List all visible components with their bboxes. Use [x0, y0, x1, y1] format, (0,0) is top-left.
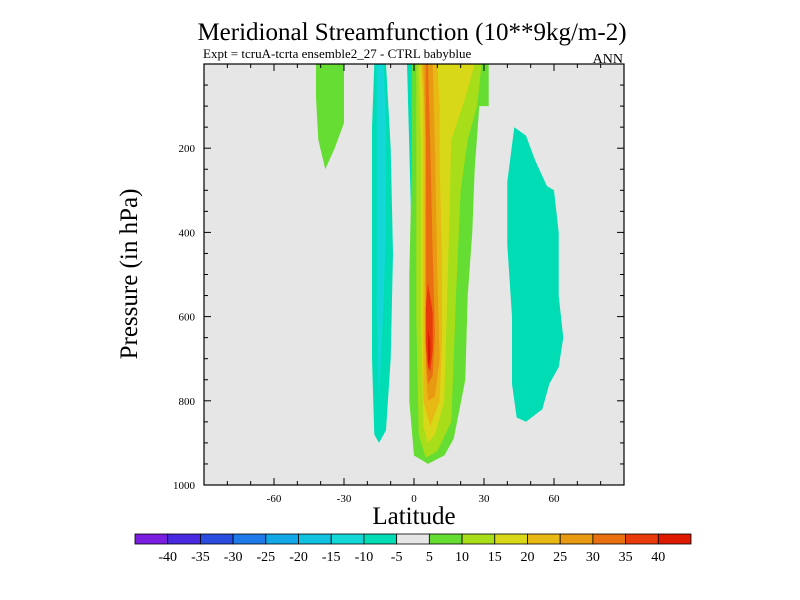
colorbar-swatch — [428, 533, 463, 545]
colorbar-swatch — [625, 533, 659, 545]
colorbar-label: -25 — [256, 550, 275, 565]
colorbar-swatch — [527, 533, 561, 545]
y-tick-label: 1000 — [173, 480, 196, 492]
colorbar-label: -15 — [322, 550, 341, 565]
colorbar-label: -30 — [224, 550, 243, 565]
colorbar-swatch — [265, 533, 299, 545]
x-tick-label: 0 — [411, 493, 417, 505]
colorbar-label: 30 — [586, 550, 600, 565]
colorbar-swatch — [298, 533, 332, 545]
colorbar-swatch — [461, 533, 496, 545]
colorbar-swatch — [657, 533, 692, 545]
colorbar-label: -20 — [289, 550, 308, 565]
season-annotation: ANN — [593, 52, 623, 67]
colorbar-swatch — [330, 533, 365, 545]
colorbar-swatch — [200, 533, 234, 545]
colorbar-swatch — [396, 533, 430, 545]
contour-region-positive-5-10-nh-upper — [316, 64, 344, 170]
y-tick-label: 800 — [179, 396, 196, 408]
colorbar-labels: -40 -35 -30 -25 -20 -15 -10 -5 5 10 15 20 25 30 35 40 — [158, 550, 665, 565]
colorbar-label: 15 — [488, 550, 502, 565]
colorbar-label: 40 — [651, 550, 665, 565]
colorbar-label: 5 — [426, 550, 433, 565]
chart-subtitle: Expt = tcruA-tcrta ensemble2_27 - CTRL b… — [203, 46, 471, 61]
colorbar-label: -40 — [158, 550, 177, 565]
colorbar-label: 10 — [455, 550, 469, 565]
colorbar-swatch — [559, 533, 594, 545]
colorbar-label: 35 — [619, 550, 633, 565]
colorbar-swatch — [363, 533, 398, 545]
colorbar — [134, 533, 692, 545]
contour-region-positive-35 — [425, 282, 433, 372]
contour-region-positive-40 — [428, 329, 431, 368]
x-tick-labels: -60 -30 0 30 60 — [267, 493, 560, 505]
x-tick-label: -60 — [267, 493, 282, 505]
contour-regions — [316, 64, 564, 464]
y-axis-label: Pressure (in hPa) — [116, 189, 143, 360]
colorbar-label: -5 — [391, 550, 403, 565]
colorbar-swatch — [167, 533, 201, 545]
colorbar-label: -35 — [191, 550, 210, 565]
colorbar-label: -10 — [355, 550, 374, 565]
chart-title: Meridional Streamfunction (10**9kg/m-2) — [197, 19, 626, 46]
x-tick-label: 30 — [479, 493, 491, 505]
x-axis-label: Latitude — [372, 503, 455, 530]
colorbar-swatch — [592, 533, 626, 545]
y-tick-label: 200 — [179, 143, 196, 155]
x-tick-label: -30 — [337, 493, 352, 505]
axis-ticks — [203, 63, 625, 486]
colorbar-swatch — [134, 533, 169, 545]
contour-region-negative-5-nh-cell — [507, 127, 564, 422]
colorbar-swatch — [232, 533, 267, 545]
contour-region-negative-10-sh-core — [376, 64, 386, 401]
y-tick-label: 600 — [179, 312, 196, 324]
colorbar-swatch — [494, 533, 528, 545]
colorbar-label: 20 — [520, 550, 534, 565]
x-tick-label: 60 — [549, 493, 561, 505]
y-tick-labels: 200 400 600 800 1000 — [173, 143, 196, 492]
y-tick-label: 400 — [179, 227, 196, 239]
colorbar-label: 25 — [553, 550, 567, 565]
